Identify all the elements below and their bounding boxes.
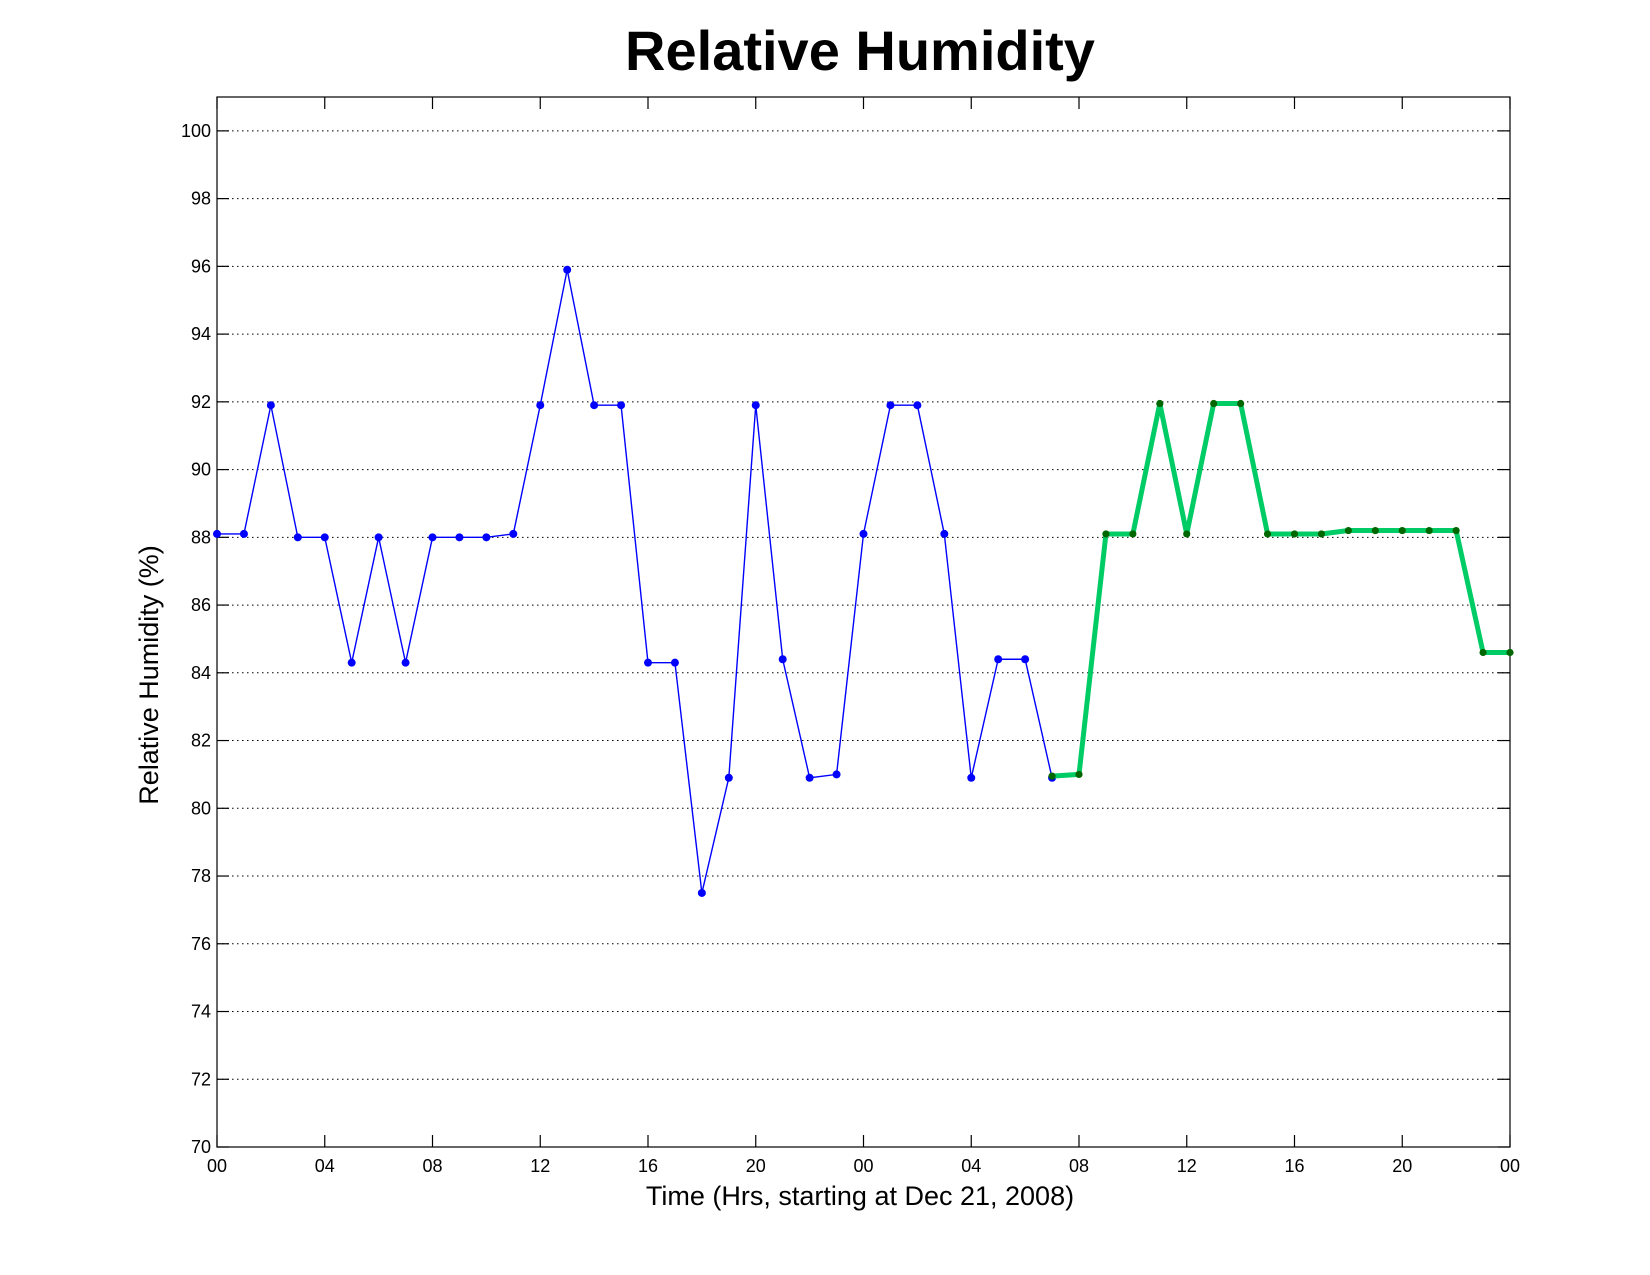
series-2-point — [1210, 399, 1218, 408]
y-tick-label: 82 — [191, 731, 211, 751]
series-1-point — [293, 533, 302, 542]
series-1-point — [509, 529, 518, 538]
series-2-point — [1371, 526, 1379, 535]
series-1-point — [886, 401, 895, 410]
y-tick-label: 94 — [191, 324, 211, 344]
x-tick-label: 00 — [1500, 1156, 1520, 1176]
x-tick-label: 00 — [853, 1156, 873, 1176]
series-2-point — [1425, 526, 1433, 535]
x-tick-label: 08 — [1069, 1156, 1089, 1176]
series-1-point — [536, 401, 545, 410]
series-2-point — [1075, 770, 1083, 779]
y-tick-label: 86 — [191, 595, 211, 615]
series-1-point — [859, 529, 868, 538]
y-tick-label: 88 — [191, 527, 211, 547]
x-tick-label: 16 — [638, 1156, 658, 1176]
x-tick-label: 04 — [315, 1156, 335, 1176]
series-1-point — [239, 529, 248, 538]
series-1-point — [913, 401, 922, 410]
series-2-point — [1398, 526, 1406, 535]
series-1-point — [967, 773, 976, 782]
y-axis-label: Relative Humidity (%) — [134, 545, 164, 805]
y-tick-label: 96 — [191, 256, 211, 276]
series-1-point — [266, 401, 275, 410]
series-1-point — [590, 401, 599, 410]
y-tick-label: 84 — [191, 663, 211, 683]
y-tick-label: 90 — [191, 460, 211, 480]
y-tick-label: 92 — [191, 392, 211, 412]
series-2-point — [1506, 648, 1514, 657]
series-2 — [1048, 399, 1514, 780]
series-1-point — [644, 658, 652, 667]
grid-lines — [217, 130, 1510, 1080]
series-1-point — [617, 401, 626, 410]
x-tick-label: 00 — [207, 1156, 227, 1176]
series-2-point — [1290, 530, 1299, 538]
x-tick-label: 08 — [422, 1156, 442, 1176]
series-2-point — [1156, 399, 1164, 408]
series-2-point — [1479, 648, 1487, 657]
series-2-point — [1344, 526, 1352, 535]
series-1-point — [940, 529, 949, 538]
series-1-point — [832, 770, 841, 779]
series-1-point — [697, 888, 706, 897]
series-1-point — [428, 533, 437, 542]
series-1-point — [670, 658, 679, 667]
series-1-point — [751, 401, 760, 410]
y-tick-label: 98 — [191, 189, 211, 209]
y-tick-label: 78 — [191, 866, 211, 886]
y-tick-label: 74 — [191, 1002, 211, 1022]
series-1-point — [778, 655, 787, 664]
series-2-point — [1237, 399, 1245, 408]
series-layer — [213, 265, 1514, 897]
chart-title: Relative Humidity — [625, 19, 1095, 82]
x-tick-label: 12 — [1177, 1156, 1197, 1176]
y-tick-label: 70 — [191, 1137, 211, 1157]
x-tick-label: 20 — [746, 1156, 766, 1176]
series-1-point — [401, 658, 410, 667]
y-tick-label: 76 — [191, 934, 211, 954]
x-tick-label: 04 — [961, 1156, 981, 1176]
series-1-line — [217, 269, 1053, 894]
series-2-point — [1452, 526, 1460, 535]
series-1-point — [724, 773, 733, 782]
x-tick-label: 20 — [1392, 1156, 1412, 1176]
series-1-point — [455, 533, 464, 542]
series-2-point — [1263, 530, 1272, 538]
series-1-point — [563, 265, 572, 274]
y-tick-labels: 70 72 74 76 78 80 82 84 86 88 90 92 94 96 98 100 — [181, 121, 211, 1157]
series-1-point — [374, 533, 383, 542]
y-tick-label: 72 — [191, 1069, 211, 1089]
series-2-point — [1102, 530, 1110, 538]
y-tick-label: 80 — [191, 798, 211, 818]
series-1-point — [482, 533, 491, 542]
series-1-point — [1021, 655, 1030, 664]
series-1-point — [213, 529, 221, 538]
series-1 — [213, 265, 1057, 897]
x-tick-label: 16 — [1284, 1156, 1304, 1176]
x-tick-labels: 00 04 08 12 16 20 00 04 08 12 16 20 00 — [207, 1156, 1520, 1176]
series-1-point — [994, 655, 1003, 664]
series-2-point — [1129, 530, 1137, 538]
series-2-point — [1183, 530, 1191, 538]
series-1-point — [347, 658, 356, 667]
x-tick-label: 12 — [530, 1156, 550, 1176]
series-2-point — [1317, 530, 1326, 538]
x-axis-label: Time (Hrs, starting at Dec 21, 2008) — [646, 1181, 1074, 1211]
y-tick-label: 100 — [181, 121, 211, 141]
series-1-point — [320, 533, 329, 542]
series-2-point — [1048, 772, 1056, 780]
series-1-point — [805, 773, 814, 782]
series-2-line — [1051, 401, 1510, 779]
